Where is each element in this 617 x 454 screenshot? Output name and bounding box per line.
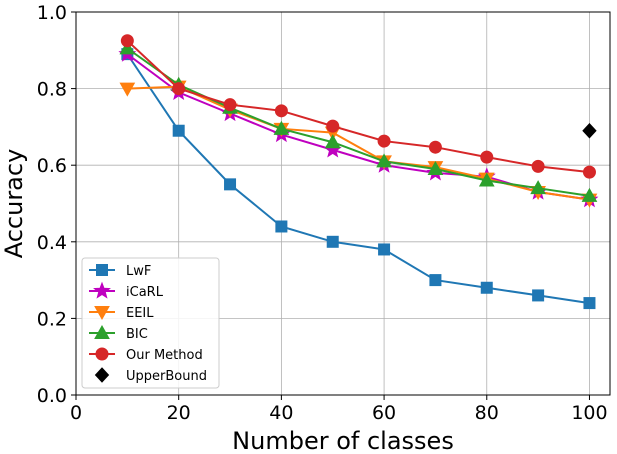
y-tick-label: 0.4 (37, 232, 67, 254)
data-point-our-method (377, 134, 391, 148)
data-point-bic (119, 40, 136, 55)
data-point-lwf (532, 289, 545, 302)
x-tick-label: 100 (571, 402, 607, 424)
data-point-our-method (223, 98, 237, 112)
legend-label-eeil: EEIL (126, 306, 154, 321)
data-point-lwf (480, 281, 493, 294)
data-point-bic (324, 134, 341, 149)
legend-box (81, 257, 220, 389)
data-point-lwf (378, 243, 391, 256)
series-line-lwf (126, 53, 590, 305)
data-point-bic (273, 120, 290, 135)
data-point-lwf (429, 274, 442, 287)
legend-marker-eeil (94, 306, 110, 321)
data-point-lwf (583, 297, 596, 310)
y-tick-label: 0.6 (37, 155, 67, 177)
legend-label-our-method: Our Method (126, 348, 203, 363)
data-point-bic (376, 153, 392, 168)
plot-frame (75, 11, 611, 396)
data-point-lwf (224, 178, 237, 191)
legend-marker-bic (94, 324, 110, 339)
data-point-our-method (274, 104, 288, 118)
axes: 0 20 40 60 80 100 0.0 0.2 0.4 0.6 0.8 1.0 (37, 2, 608, 424)
legend-marker-our-method (95, 347, 109, 361)
legend-marker-upperbound (94, 367, 110, 383)
legend: LwF iCaRL EEIL BIC Our Method UpperBound (81, 257, 220, 389)
legend-label-icarl: iCaRL (126, 285, 164, 300)
data-point-our-method (120, 34, 134, 48)
series-upperbound (582, 122, 597, 139)
x-tick-label: 0 (70, 402, 82, 424)
legend-marker-icarl (93, 281, 111, 299)
data-point-our-method (582, 165, 596, 179)
data-point-bic (530, 180, 546, 195)
data-point-bic (427, 161, 444, 176)
y-tick-label: 1.0 (37, 2, 67, 24)
y-tick-label: 0.2 (37, 308, 67, 330)
x-axis-label: Number of classes (232, 427, 454, 454)
data-point-lwf (172, 124, 185, 137)
series-layer (118, 34, 599, 310)
x-tick-label: 80 (475, 402, 499, 424)
data-point-eeil (119, 82, 136, 97)
x-tick-label: 60 (372, 402, 396, 424)
data-point-our-method (326, 119, 340, 133)
data-point-our-method (480, 150, 494, 164)
series-our-method (120, 34, 596, 179)
data-point-our-method (172, 82, 186, 96)
y-axis-label: Accuracy (0, 149, 28, 259)
legend-marker-lwf (96, 264, 108, 276)
data-point-our-method (531, 159, 545, 173)
data-point-bic (581, 187, 598, 202)
data-point-lwf (326, 235, 339, 248)
y-tick-label: 0.8 (37, 79, 67, 101)
data-point-our-method (428, 140, 442, 154)
legend-label-upperbound: UpperBound (126, 369, 207, 384)
legend-label-lwf: LwF (126, 264, 151, 279)
data-point-bic (478, 172, 495, 187)
x-tick-label: 20 (167, 402, 191, 424)
x-tick-label: 40 (269, 402, 293, 424)
legend-label-bic: BIC (126, 327, 148, 342)
y-tick-label: 0.0 (37, 385, 67, 407)
data-point-lwf (275, 220, 288, 233)
series-line-our-method (126, 39, 590, 174)
data-point-upperbound (582, 122, 597, 139)
